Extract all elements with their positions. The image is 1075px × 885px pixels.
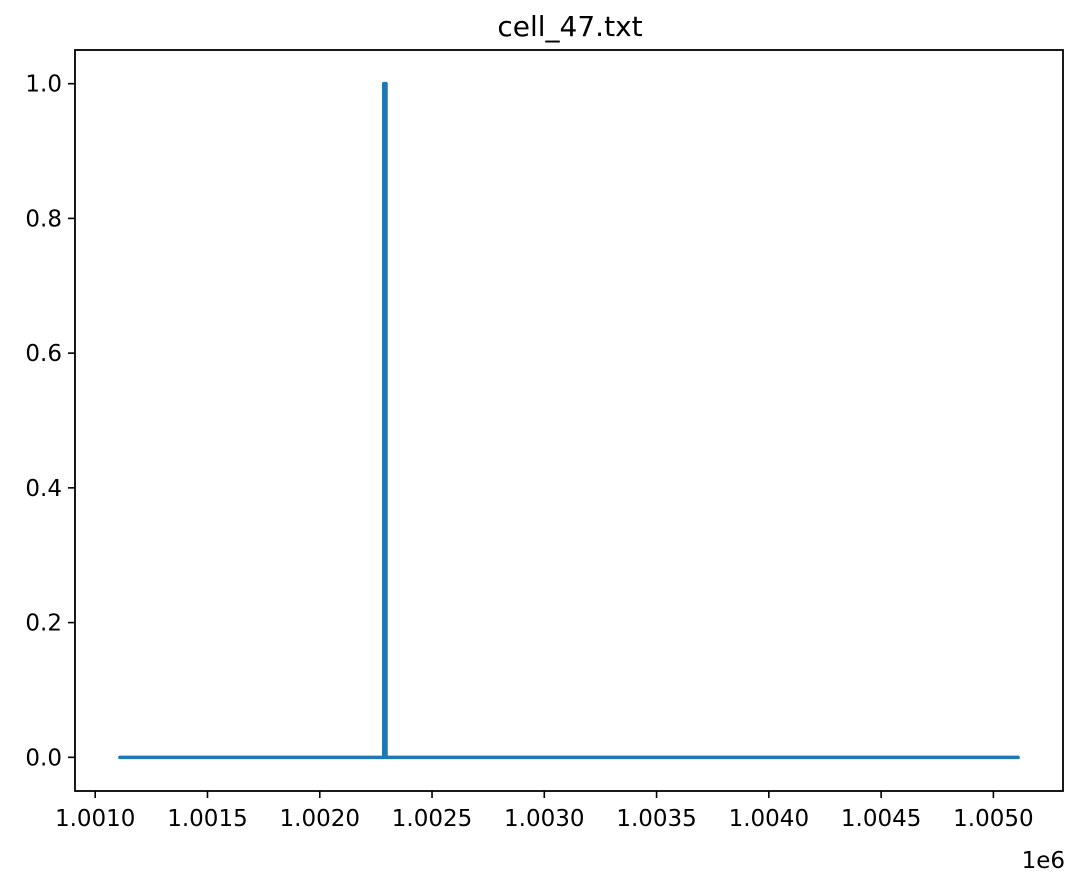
x-tick-label: 1.0020 bbox=[280, 806, 360, 832]
plot-frame bbox=[74, 49, 1064, 792]
x-tick-label: 1.0010 bbox=[55, 806, 135, 832]
y-tick-label: 0.2 bbox=[25, 611, 62, 637]
plot-background bbox=[75, 50, 1063, 791]
x-tick-label: 1.0050 bbox=[953, 806, 1033, 832]
series-line-0 bbox=[118, 81, 1020, 760]
x-tick-label: 1.0045 bbox=[841, 806, 921, 832]
y-tick-label: 0.8 bbox=[25, 206, 62, 232]
x-tick-label: 1.0030 bbox=[504, 806, 584, 832]
x-tick-label: 1.0040 bbox=[729, 806, 809, 832]
plot-area bbox=[75, 50, 1063, 791]
chart-title: cell_47.txt bbox=[497, 10, 642, 43]
y-tick-label: 0.6 bbox=[25, 341, 62, 367]
x-axis-offset-label: 1e6 bbox=[1022, 848, 1065, 874]
y-axis: 0.0 0.2 0.4 0.6 0.8 1.0 bbox=[25, 72, 75, 771]
x-tick-label: 1.0015 bbox=[167, 806, 247, 832]
x-axis: 1.0010 1.0015 1.0020 1.0025 1.0030 1.0035 1.00… bbox=[55, 791, 1034, 832]
x-tick-label: 1.0025 bbox=[392, 806, 472, 832]
series-layer bbox=[118, 81, 1020, 760]
y-tick-label: 0.4 bbox=[25, 476, 62, 502]
y-tick-label: 0.0 bbox=[25, 745, 62, 771]
y-tick-label: 1.0 bbox=[25, 72, 62, 98]
x-tick-label: 1.0035 bbox=[616, 806, 696, 832]
